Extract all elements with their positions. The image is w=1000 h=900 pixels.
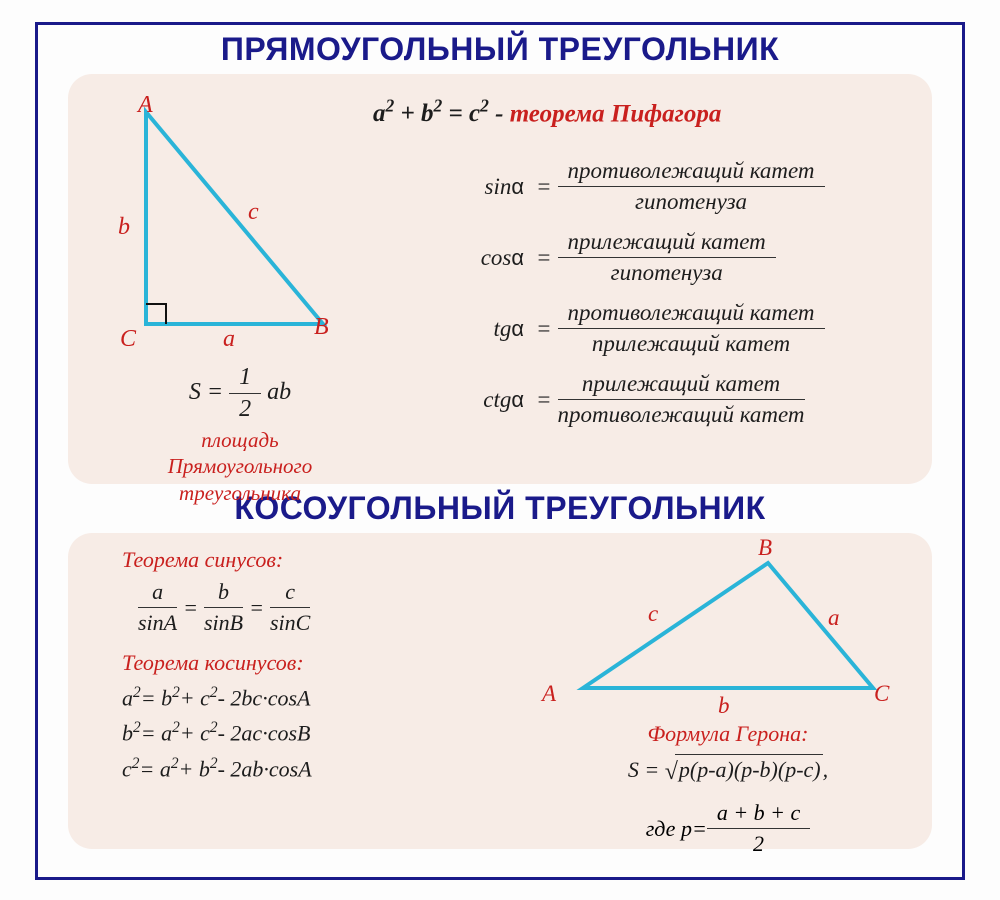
right-triangle-diagram xyxy=(108,94,368,354)
heron-label: Формула Герона: xyxy=(548,721,908,747)
vertex-B2: B xyxy=(758,535,772,561)
vertex-B: B xyxy=(314,314,329,341)
right-block: A B C c a b Формула Герона: S = p(p-a)(p… xyxy=(548,543,908,857)
one-half: 12 xyxy=(229,364,261,423)
ctg-row: ctgα = прилежащий катетпротиволежащий ка… xyxy=(448,371,918,428)
cos-row-a: a2= b2+ c2- 2bc·cosA xyxy=(122,684,512,711)
trig-definitions: sinα = противолежащий катетгипотенуза co… xyxy=(448,144,918,442)
law-of-sines-header: Теорема синусов: xyxy=(122,547,512,573)
oblique-triangle-diagram xyxy=(553,543,903,708)
oblique-triangle-panel: Теорема синусов: asinA = bsinB = csinC Т… xyxy=(68,533,932,849)
side-b2: b xyxy=(718,693,730,719)
cos-row: cosα = прилежащий катетгипотенуза xyxy=(448,229,918,286)
pythagoras-label: теорема Пифагора xyxy=(510,100,722,127)
cos-row-b: b2= a2+ c2- 2ac·cosB xyxy=(122,719,512,746)
area-eq: = xyxy=(201,379,229,405)
side-a: a xyxy=(223,326,235,353)
vertex-C: C xyxy=(120,326,136,353)
side-c2: c xyxy=(648,601,658,627)
area-ab: ab xyxy=(261,379,291,405)
section1-title: ПРЯМОУГОЛЬНЫЙ ТРЕУГОЛЬНИК xyxy=(38,31,962,68)
area-S: S xyxy=(189,379,201,405)
side-a2: a xyxy=(828,605,840,631)
sin-row: sinα = противолежащий катетгипотенуза xyxy=(448,158,918,215)
pythagoras-formula: a2 + b2 = c2 - теорема Пифагора xyxy=(373,96,721,128)
left-formulas: Теорема синусов: asinA = bsinB = csinC Т… xyxy=(122,547,512,790)
poster-frame: ПРЯМОУГОЛЬНЫЙ ТРЕУГОЛЬНИК A B C b c a a2… xyxy=(35,22,965,880)
right-triangle-panel: A B C b c a a2 + b2 = c2 - теорема Пифаг… xyxy=(68,74,932,484)
heron-formula: S = p(p-a)(p-b)(p-c), xyxy=(548,755,908,786)
cos-row-c: c2= a2+ b2- 2ab·cosA xyxy=(122,755,512,782)
side-c: c xyxy=(248,199,259,226)
vertex-A: A xyxy=(138,92,153,119)
tg-row: tgα = противолежащий катетприлежащий кат… xyxy=(448,300,918,357)
vertex-A2: A xyxy=(542,681,556,707)
law-of-sines: asinA = bsinB = csinC xyxy=(138,579,512,636)
semiperimeter: где p = a + b + c2 xyxy=(548,800,908,857)
side-b: b xyxy=(118,214,130,241)
pythagoras-eq: a2 + b2 = c2 xyxy=(373,100,489,127)
heron-sqrt: p(p-a)(p-b)(p-c) xyxy=(665,755,823,786)
vertex-C2: C xyxy=(874,681,889,707)
area-formula: S = 12 ab площадь Прямоугольного треугол… xyxy=(140,364,340,506)
law-of-cosines-header: Теорема косинусов: xyxy=(122,650,512,676)
dash: - xyxy=(495,100,510,127)
area-caption: площадь Прямоугольного треугольника xyxy=(140,427,340,506)
